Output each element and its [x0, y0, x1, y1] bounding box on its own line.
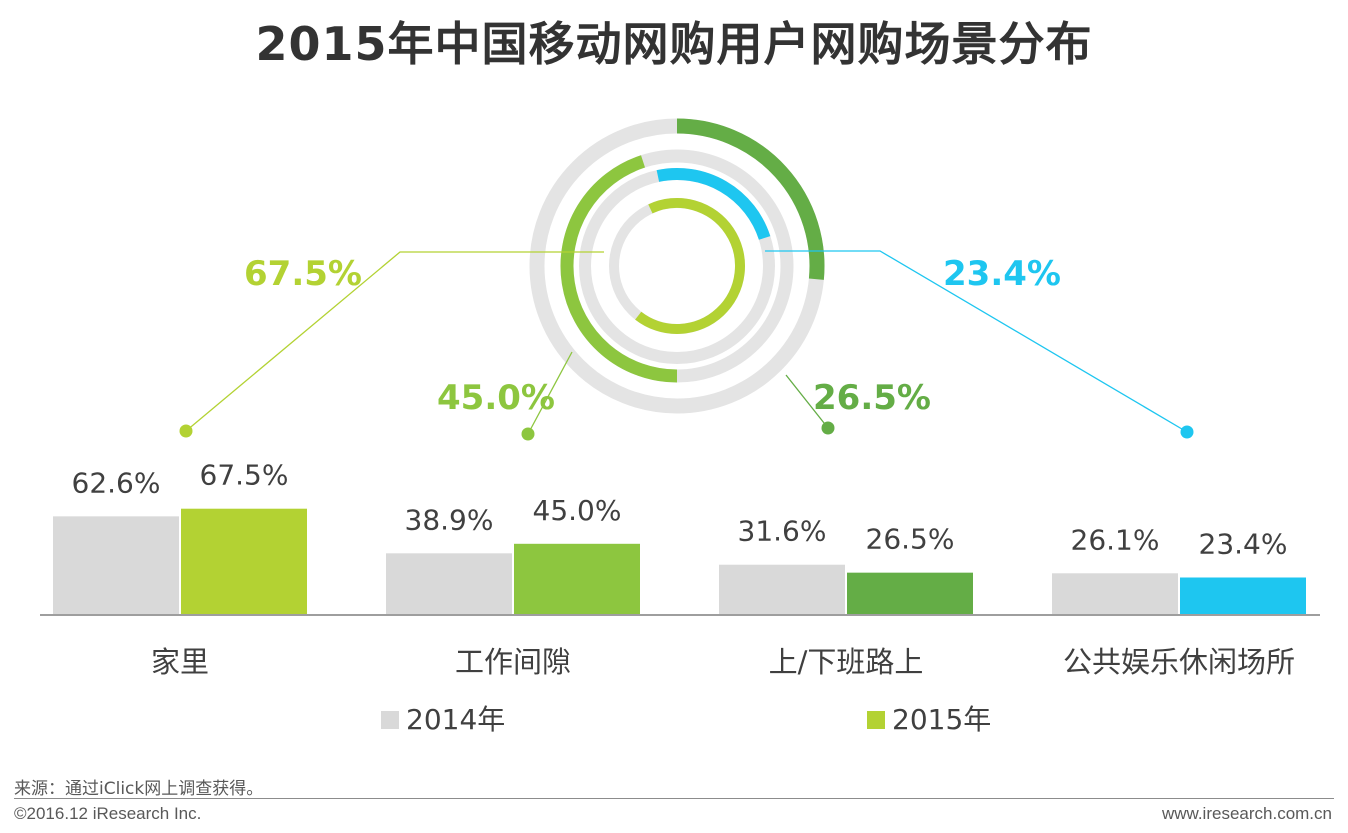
category-label: 上/下班路上: [769, 645, 924, 679]
callout-line: [527, 351, 573, 435]
callout-dot: [521, 427, 535, 441]
callout-dot: [821, 421, 835, 435]
data-label-2015: 45.0%: [533, 494, 622, 527]
legend-swatch-2015: [867, 711, 885, 729]
legend-label-2015: 2015年: [892, 703, 991, 736]
callout-line: [185, 251, 604, 432]
ring-arc: [676, 118, 825, 280]
bar-2014: [719, 564, 845, 614]
ring-arc: [635, 198, 745, 334]
category-label: 工作间隙: [455, 645, 571, 679]
bar-2014: [53, 516, 179, 614]
legend-swatch-2014: [381, 711, 399, 729]
ring-arc: [656, 168, 771, 240]
copyright: ©2016.12 iResearch Inc.: [14, 804, 202, 823]
source-note: 来源：通过iClick网上调查获得。: [14, 779, 264, 799]
callout-label: 26.5%: [813, 378, 931, 418]
bar-2014: [1052, 573, 1178, 614]
callout-dot: [179, 424, 193, 438]
category-label: 公共娱乐休闲场所: [1063, 645, 1295, 679]
footer-divider: [14, 798, 1334, 799]
data-label-2015: 67.5%: [200, 459, 289, 492]
ring-arc: [560, 155, 678, 383]
chart-title: 2015年中国移动网购用户网购场景分布: [255, 17, 1093, 71]
data-label-2014: 31.6%: [738, 515, 827, 548]
callout-label: 67.5%: [244, 254, 362, 294]
legend-label-2014: 2014年: [406, 703, 505, 736]
callout-line: [785, 374, 829, 429]
bar-2015: [847, 572, 973, 614]
data-label-2014: 26.1%: [1071, 523, 1160, 556]
website-url: www.iresearch.com.cn: [1161, 804, 1332, 823]
bar-2015: [181, 508, 307, 614]
data-label-2014: 38.9%: [405, 503, 494, 536]
bar-2014: [386, 553, 512, 614]
data-label-2015: 26.5%: [866, 523, 955, 556]
callout-dot: [1180, 425, 1194, 439]
callout-label: 45.0%: [437, 378, 555, 418]
callout-line: [765, 250, 1188, 433]
callout-label: 23.4%: [943, 254, 1061, 294]
bar-2015: [1180, 577, 1306, 614]
bar-2015: [514, 543, 640, 614]
data-label-2014: 62.6%: [72, 466, 161, 499]
data-label-2015: 23.4%: [1199, 527, 1288, 560]
category-label: 家里: [151, 645, 209, 679]
